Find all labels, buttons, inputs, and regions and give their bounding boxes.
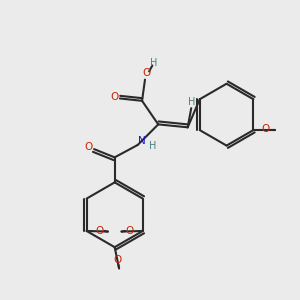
Text: O: O: [126, 226, 134, 236]
Text: O: O: [110, 92, 118, 102]
Text: O: O: [113, 255, 122, 265]
Text: O: O: [85, 142, 93, 152]
Text: H: H: [188, 97, 196, 107]
Text: H: H: [150, 58, 158, 68]
Text: O: O: [95, 226, 104, 236]
Text: O: O: [142, 68, 151, 78]
Text: O: O: [262, 124, 270, 134]
Text: H: H: [149, 142, 156, 152]
Text: N: N: [138, 136, 146, 146]
